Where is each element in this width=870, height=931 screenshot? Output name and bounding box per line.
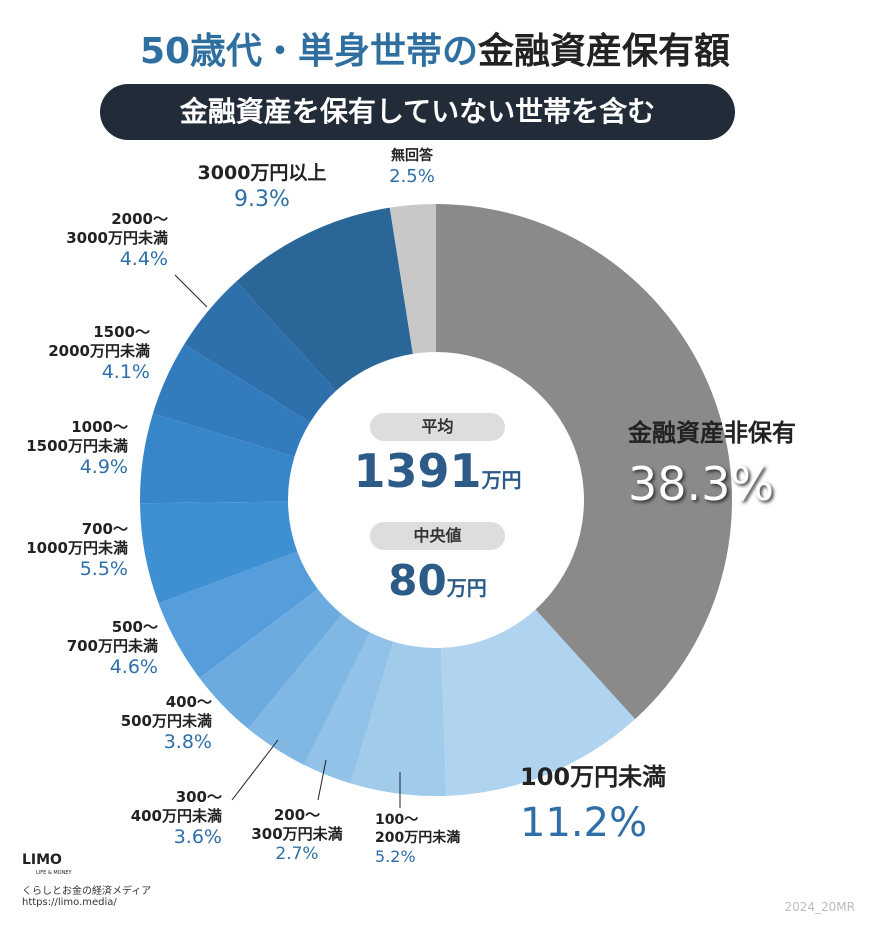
slice-label: 3000万円以上 9.3%	[162, 162, 362, 213]
value-label: 4.9%	[79, 455, 128, 478]
category-label: 100万円未満	[520, 763, 667, 791]
slice	[140, 501, 298, 604]
value-label: 9.3%	[234, 186, 290, 212]
value-label: 5.5%	[79, 557, 128, 580]
slice-label: 金融資産非保有 38.3%	[628, 418, 796, 514]
slice-label: 200～ 300万円未満 2.7%	[197, 806, 397, 865]
slice	[199, 588, 343, 729]
slice-label: 500～ 700万円未満 4.6%	[67, 618, 158, 679]
subtitle: 金融資産を保有していない世帯を含む	[100, 84, 735, 140]
slice	[436, 204, 732, 720]
slice	[389, 204, 436, 354]
slice-label: 2000～ 3000万円未満 4.4%	[66, 210, 168, 271]
slice	[140, 413, 295, 504]
category-label: 3000万円以上	[197, 162, 327, 184]
leader-line	[174, 274, 208, 308]
value-label: 2.7%	[275, 843, 319, 864]
code: 2024_20MR	[784, 900, 856, 914]
category-label: 1500～ 2000万円未満	[48, 323, 150, 360]
median-value: 80	[388, 556, 447, 605]
mean-value: 1391	[353, 444, 482, 498]
slice-label: 100～ 200万円未満 5.2%	[375, 812, 460, 867]
value-label: 5.2%	[375, 847, 416, 866]
slice	[248, 614, 371, 766]
slice-label: 300～ 400万円未満 3.6%	[131, 788, 222, 849]
title-part: 金融資産保有額	[478, 31, 731, 72]
center-label: 平均	[370, 413, 505, 441]
center-value: 80万円	[300, 556, 575, 605]
slice	[152, 344, 311, 457]
slice	[441, 609, 636, 796]
tagline: くらしとお金の経済メディア	[22, 886, 152, 897]
category-label: 無回答	[391, 148, 433, 164]
center-label: 中央値	[370, 522, 505, 550]
slice-label: 無回答 2.5%	[312, 148, 512, 188]
value-label: 11.2%	[520, 800, 648, 846]
slice	[350, 641, 447, 796]
mean-unit: 万円	[481, 468, 522, 492]
slice-label: 700～ 1000万円未満 5.5%	[26, 520, 128, 581]
url: https://limo.media/	[22, 897, 117, 908]
category-label: 300～ 400万円未満	[130, 788, 222, 825]
value-label: 38.3%	[628, 457, 775, 511]
center-value: 1391万円	[300, 444, 575, 498]
category-label: 700～ 1000万円未満	[26, 520, 128, 557]
title: 50歳代・単身世帯の金融資産保有額	[0, 22, 870, 74]
slice	[184, 281, 337, 423]
category-label: 200～ 300万円未満	[251, 806, 343, 843]
category-label: 500～ 700万円未満	[66, 618, 158, 655]
value-label: 3.8%	[163, 730, 212, 753]
value-label: 4.1%	[101, 360, 150, 383]
logo: LIMO	[22, 852, 62, 868]
leader-line	[231, 739, 279, 801]
category-label: 1000～ 1500万円未満	[26, 418, 128, 455]
title-part: 50歳代・単身世帯の	[139, 31, 479, 72]
slice-label: 100万円未満 11.2%	[520, 762, 666, 848]
category-label: 金融資産非保有	[628, 419, 796, 447]
slice-label: 400～ 500万円未満 3.8%	[121, 693, 212, 754]
slice-label: 1500～ 2000万円未満 4.1%	[48, 323, 150, 384]
logo-sub: LIFE & MONEY	[36, 870, 72, 876]
value-label: 4.4%	[119, 247, 168, 270]
value-label: 2.5%	[389, 165, 435, 187]
median-unit: 万円	[446, 576, 487, 600]
slice-label: 1000～ 1500万円未満 4.9%	[26, 418, 128, 479]
slice	[158, 551, 318, 678]
category-label: 400～ 500万円未満	[120, 693, 212, 730]
slice	[304, 632, 394, 784]
slice	[236, 207, 413, 391]
value-label: 4.6%	[109, 655, 158, 678]
category-label: 2000～ 3000万円未満	[66, 210, 168, 247]
category-label: 100～ 200万円未満	[375, 812, 461, 846]
leader-line	[317, 759, 327, 801]
value-label: 3.6%	[173, 825, 222, 848]
